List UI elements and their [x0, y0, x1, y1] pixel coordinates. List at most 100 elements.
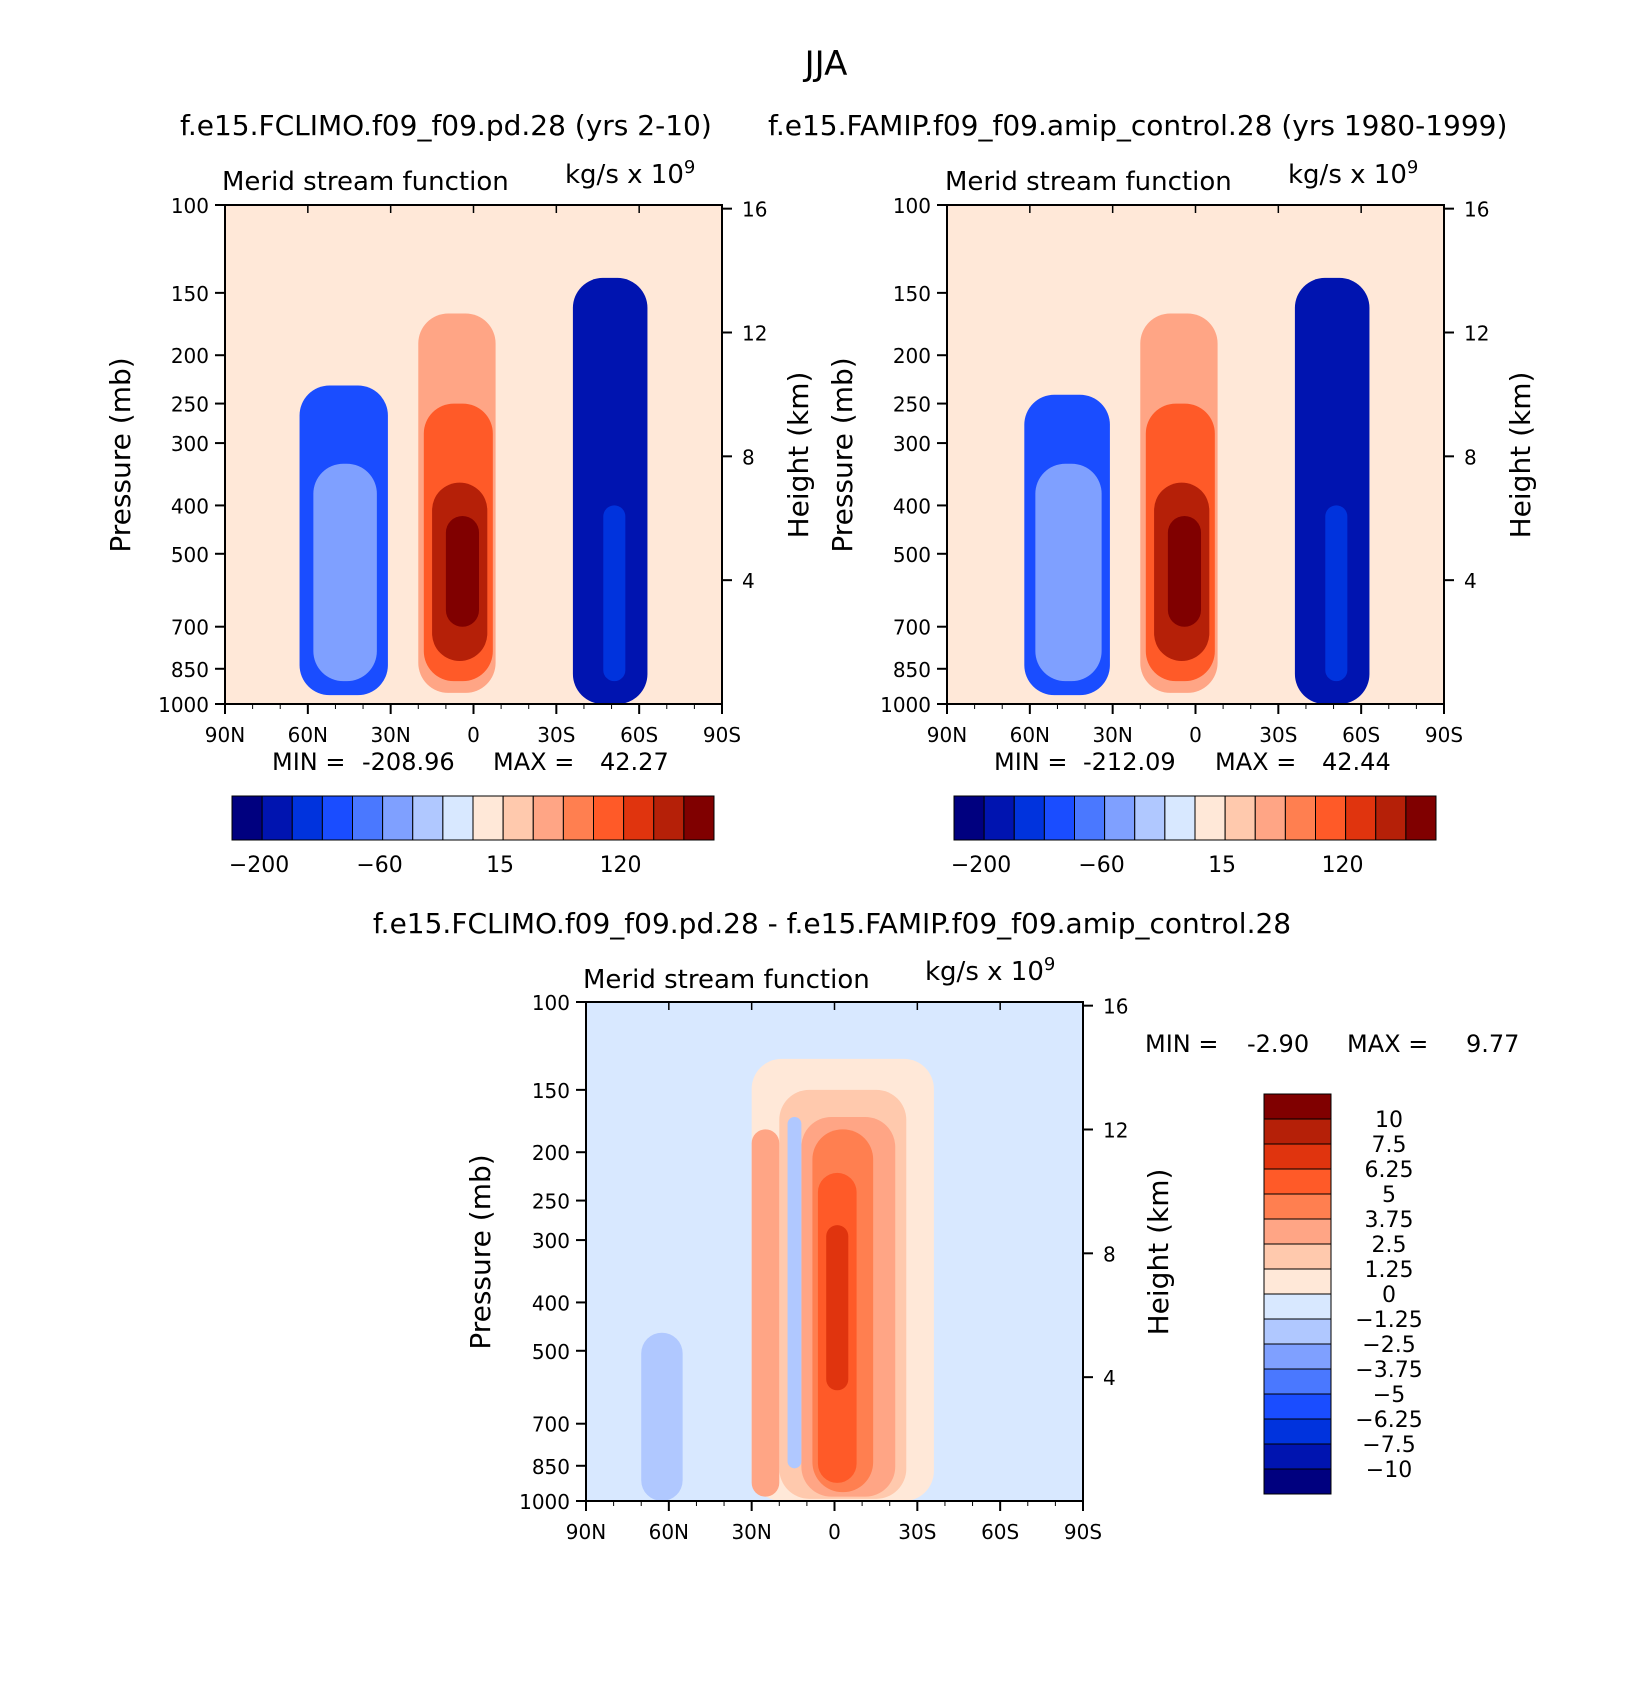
x-tick-label: 30N	[1092, 723, 1132, 747]
colorbar-label: −6.25	[1355, 1408, 1422, 1433]
colorbar-label: −5	[1373, 1383, 1405, 1408]
colorbar-box	[1263, 1218, 1332, 1245]
y-right-tick-label: 8	[1103, 1242, 1116, 1266]
max-value: 42.44	[1322, 748, 1391, 776]
colorbar-box	[623, 795, 655, 841]
contour-region	[603, 505, 626, 682]
y-tick-label: 850	[893, 658, 931, 682]
colorbar-label: 10	[1375, 1108, 1403, 1133]
min-label: MIN =	[272, 748, 345, 776]
colorbar-box	[1263, 1093, 1332, 1120]
panel-amip: f.e15.FAMIP.f09_f09.amip_control.28 (yrs…	[768, 109, 1537, 878]
colorbar-box	[472, 795, 504, 841]
x-tick-label: 60S	[1342, 723, 1380, 747]
contour-region	[751, 1129, 780, 1497]
colorbar-box	[291, 795, 323, 841]
colorbar-box	[1263, 1318, 1332, 1345]
contour-region	[313, 463, 377, 682]
y-tick-label: 700	[532, 1413, 570, 1437]
x-tick-label: 90N	[927, 723, 967, 747]
colorbar-box	[532, 795, 564, 841]
y-tick-label: 500	[171, 543, 209, 567]
max-value: 9.77	[1466, 1030, 1519, 1058]
y-tick-label: 1000	[880, 693, 931, 717]
colorbar: −200 −60 15 120	[951, 795, 1437, 878]
y-axis-label: Pressure (mb)	[464, 1154, 497, 1349]
colorbar-box	[231, 795, 263, 841]
x-tick-label: 0	[467, 723, 480, 747]
colorbar-label: 0	[1382, 1283, 1396, 1308]
contour-region	[1294, 277, 1370, 704]
y-right-tick-label: 16	[1464, 198, 1489, 222]
panel-title: f.e15.FCLIMO.f09_f09.pd.28 (yrs 2-10)	[180, 109, 712, 142]
colorbar-box	[1263, 1343, 1332, 1370]
y-tick-label: 150	[171, 282, 209, 306]
y-tick-label: 300	[171, 432, 209, 456]
y-right-tick-label: 4	[742, 569, 755, 593]
units-label: kg/s x 109	[925, 954, 1055, 988]
min-label: MIN =	[1145, 1030, 1218, 1058]
contour-region	[572, 277, 648, 704]
colorbar-label: 2.5	[1372, 1233, 1407, 1258]
colorbar-label: 3.75	[1365, 1208, 1414, 1233]
panel-title: f.e15.FCLIMO.f09_f09.pd.28 - f.e15.FAMIP…	[373, 907, 1291, 940]
y-tick-label: 500	[532, 1340, 570, 1364]
max-label: MAX =	[1215, 748, 1296, 776]
panel-subtitle: Merid stream function	[583, 965, 870, 995]
y-tick-label: 200	[893, 344, 931, 368]
colorbar: 107.56.2553.752.51.250−1.25−2.5−3.75−5−6…	[1263, 1093, 1423, 1495]
colorbar-box	[1104, 795, 1136, 841]
min-max-line: MIN = -2.90 MAX = 9.77	[1145, 1030, 1519, 1058]
colorbar-box	[261, 795, 293, 841]
y-right-tick-label: 12	[742, 321, 767, 345]
y-right-tick-label: 16	[742, 198, 767, 222]
x-tick-label: 30N	[370, 723, 410, 747]
colorbar-label: −1.25	[1355, 1308, 1422, 1333]
y-tick-label: 200	[532, 1141, 570, 1165]
y-tick-label: 400	[893, 494, 931, 518]
min-max-line: MIN = -212.09 MAX = 42.44	[994, 748, 1391, 776]
y-tick-label: 250	[171, 393, 209, 417]
max-label: MAX =	[493, 748, 574, 776]
colorbar-label: −10	[1366, 1458, 1412, 1483]
contour-region	[1325, 505, 1348, 682]
y-tick-label: 200	[171, 344, 209, 368]
colorbar-box	[1345, 795, 1377, 841]
colorbar-box	[1043, 795, 1075, 841]
colorbar: −200 −60 15 120	[229, 795, 715, 878]
colorbar-label: −200	[229, 853, 289, 878]
contour-region	[445, 516, 480, 627]
y-tick-label: 300	[893, 432, 931, 456]
x-tick-label: 60N	[649, 1520, 689, 1544]
y-tick-label: 1000	[519, 1490, 570, 1514]
y-right-axis-label: Height (km)	[782, 372, 815, 539]
colorbar-box	[1263, 1243, 1332, 1270]
colorbar-box	[1263, 1193, 1332, 1220]
colorbar-box	[1263, 1268, 1332, 1295]
y-axis-label: Pressure (mb)	[826, 357, 859, 552]
y-tick-label: 300	[532, 1229, 570, 1253]
colorbar-label: 120	[600, 853, 642, 878]
y-right-axis-label: Height (km)	[1142, 1169, 1175, 1336]
x-tick-label: 60S	[620, 723, 658, 747]
colorbar-box	[1263, 1418, 1332, 1445]
colorbar-label: 6.25	[1365, 1158, 1414, 1183]
y-tick-label: 850	[171, 658, 209, 682]
colorbar-box	[1284, 795, 1316, 841]
colorbar-box	[1263, 1368, 1332, 1395]
panel-difference: f.e15.FCLIMO.f09_f09.pd.28 - f.e15.FAMIP…	[373, 907, 1520, 1544]
colorbar-label: −3.75	[1355, 1358, 1422, 1383]
figure-title: JJA	[803, 44, 848, 84]
max-label: MAX =	[1347, 1030, 1428, 1058]
x-tick-label: 0	[1189, 723, 1202, 747]
colorbar-box	[593, 795, 625, 841]
y-tick-label: 250	[532, 1190, 570, 1214]
colorbar-box	[442, 795, 474, 841]
x-tick-label: 60N	[288, 723, 328, 747]
contour-region	[1035, 463, 1102, 682]
y-right-tick-label: 4	[1464, 569, 1477, 593]
x-tick-label: 90N	[205, 723, 245, 747]
colorbar-label: −2.5	[1362, 1333, 1415, 1358]
x-tick-label: 90S	[1064, 1520, 1102, 1544]
y-tick-label: 700	[171, 616, 209, 640]
